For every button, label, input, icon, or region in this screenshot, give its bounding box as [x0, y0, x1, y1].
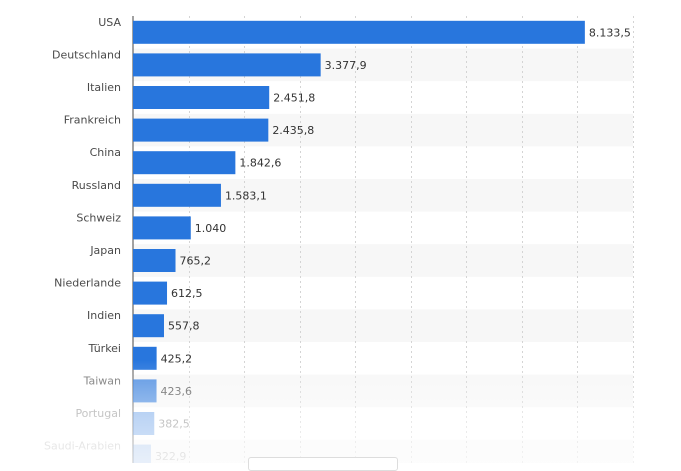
bar — [133, 379, 157, 403]
category-label: Niederlande — [54, 277, 121, 290]
category-label: Italien — [87, 81, 121, 94]
value-label: 2.451,8 — [273, 92, 315, 105]
value-label: 8.133,5 — [589, 26, 631, 39]
category-label: Taiwan — [83, 374, 121, 387]
bar — [133, 444, 151, 463]
bar — [133, 314, 164, 338]
value-label: 382,5 — [158, 418, 190, 431]
bar — [133, 412, 155, 435]
value-label: 765,2 — [180, 255, 212, 268]
category-label: Schweiz — [76, 211, 121, 224]
category-label: USA — [98, 16, 121, 29]
bar — [133, 20, 585, 44]
value-label: 425,2 — [161, 352, 193, 365]
bar — [133, 53, 321, 77]
category-label: Japan — [89, 244, 121, 257]
category-label: Indien — [87, 309, 121, 322]
bar — [133, 118, 269, 142]
category-label: Deutschland — [52, 48, 121, 61]
value-label: 1.040 — [195, 222, 227, 235]
row-stripe — [133, 309, 633, 342]
row-stripe — [133, 374, 633, 408]
value-label: 557,8 — [168, 320, 200, 333]
bar — [133, 249, 176, 272]
value-label: 322,9 — [155, 450, 187, 463]
value-label: 1.842,6 — [239, 157, 281, 170]
bar — [133, 346, 157, 370]
value-label: 1.583,1 — [225, 189, 267, 202]
value-label: 2.435,8 — [272, 124, 314, 137]
value-label: 423,6 — [161, 385, 193, 398]
bar — [133, 183, 221, 207]
category-label: Frankreich — [64, 114, 121, 127]
category-label: Russland — [72, 179, 121, 192]
category-label: China — [90, 146, 121, 159]
bar — [133, 151, 236, 175]
bar — [133, 86, 270, 109]
category-label: Türkei — [87, 342, 121, 355]
category-label: Saudi-Arabien — [44, 440, 121, 453]
value-label: 612,5 — [171, 287, 203, 300]
bar — [133, 281, 168, 305]
hidden-control — [248, 457, 398, 471]
category-label: Portugal — [75, 407, 121, 420]
row-stripe — [133, 244, 633, 277]
bar — [133, 216, 191, 240]
value-label: 3.377,9 — [325, 59, 367, 72]
